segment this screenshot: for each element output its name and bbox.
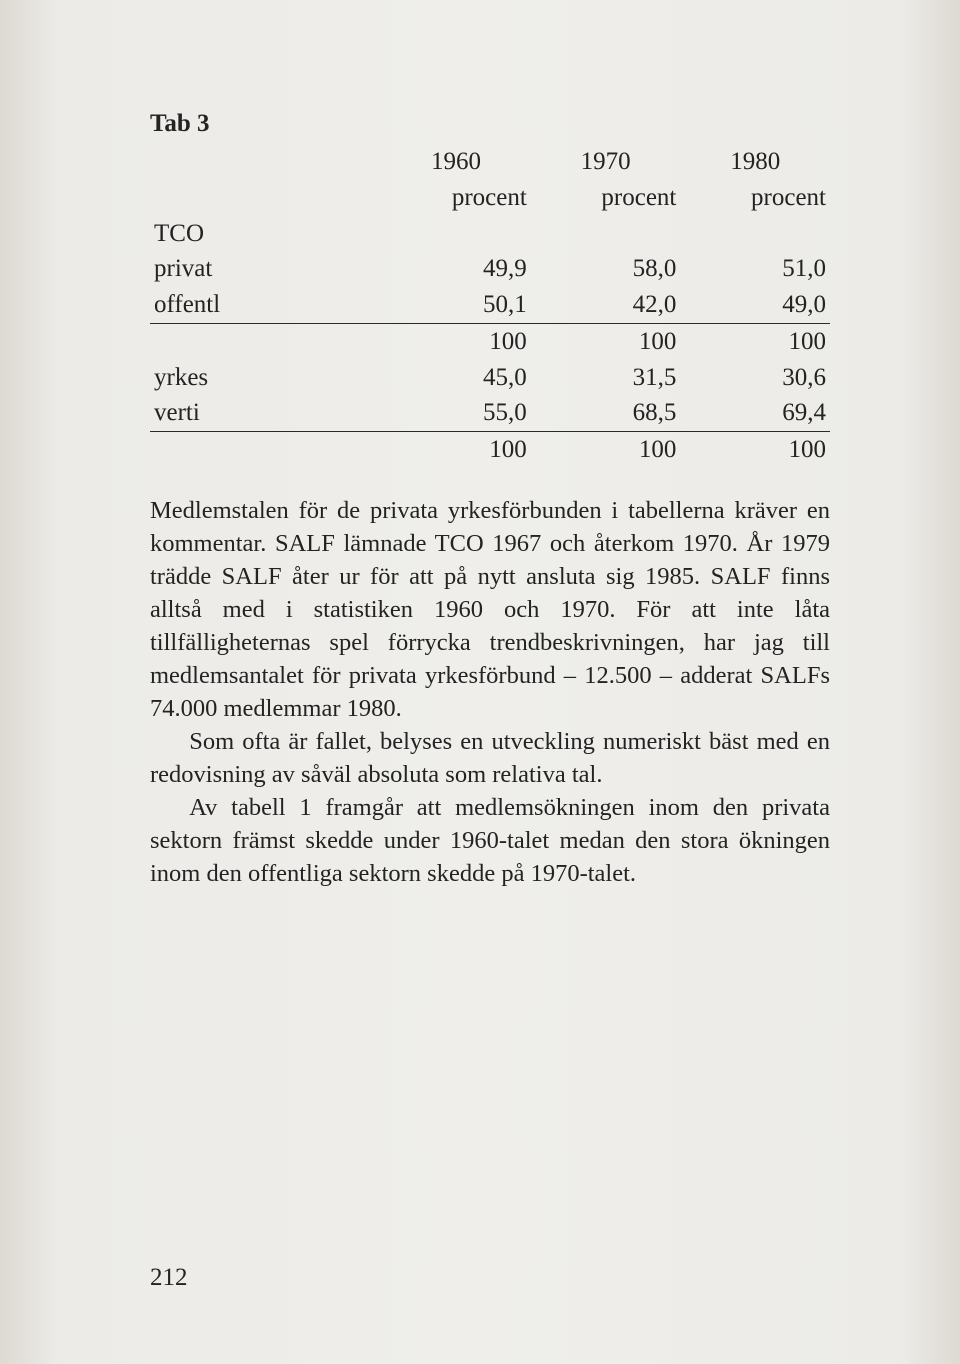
col-year: 1960 [381, 144, 531, 180]
cell: 49,9 [381, 251, 531, 287]
col-year: 1980 [680, 144, 830, 180]
cell: 68,5 [531, 395, 681, 431]
cell: 31,5 [531, 360, 681, 396]
section-label: TCO [150, 216, 381, 252]
cell: 49,0 [680, 287, 830, 323]
table-title: Tab 3 [150, 110, 830, 138]
data-table: 1960 1970 1980 procent procent procent T… [150, 144, 830, 468]
cell: 45,0 [381, 360, 531, 396]
cell: 50,1 [381, 287, 531, 323]
cell: 69,4 [680, 395, 830, 431]
table-header-sub: procent procent procent [150, 180, 830, 216]
cell: 30,6 [680, 360, 830, 396]
table-total-row: 100 100 100 [150, 432, 830, 468]
table-total-row: 100 100 100 [150, 323, 830, 359]
paragraph: Av tabell 1 framgår att medlemsökningen … [150, 791, 830, 890]
page-number: 212 [150, 1264, 188, 1292]
cell: 100 [381, 432, 531, 468]
cell: 55,0 [381, 395, 531, 431]
col-sub: procent [680, 180, 830, 216]
table-row: verti 55,0 68,5 69,4 [150, 395, 830, 431]
table-header-years: 1960 1970 1980 [150, 144, 830, 180]
cell: 51,0 [680, 251, 830, 287]
table-row: yrkes 45,0 31,5 30,6 [150, 360, 830, 396]
row-label: offentl [150, 287, 381, 323]
page: Tab 3 1960 1970 1980 procent procent pro… [0, 0, 960, 1364]
cell: 58,0 [531, 251, 681, 287]
row-label: verti [150, 395, 381, 431]
cell: 100 [680, 323, 830, 359]
cell: 100 [680, 432, 830, 468]
body-text: Medlemstalen för de privata yrkesförbund… [150, 494, 830, 891]
table-row: privat 49,9 58,0 51,0 [150, 251, 830, 287]
table-row: offentl 50,1 42,0 49,0 [150, 287, 830, 323]
cell: 100 [381, 323, 531, 359]
cell: 42,0 [531, 287, 681, 323]
paragraph: Som ofta är fallet, belyses en utvecklin… [150, 725, 830, 791]
cell: 100 [531, 323, 681, 359]
row-label: yrkes [150, 360, 381, 396]
cell: 100 [531, 432, 681, 468]
table-section-label: TCO [150, 216, 830, 252]
col-year: 1970 [531, 144, 681, 180]
row-label: privat [150, 251, 381, 287]
col-sub: procent [531, 180, 681, 216]
col-sub: procent [381, 180, 531, 216]
paragraph: Medlemstalen för de privata yrkesförbund… [150, 494, 830, 725]
